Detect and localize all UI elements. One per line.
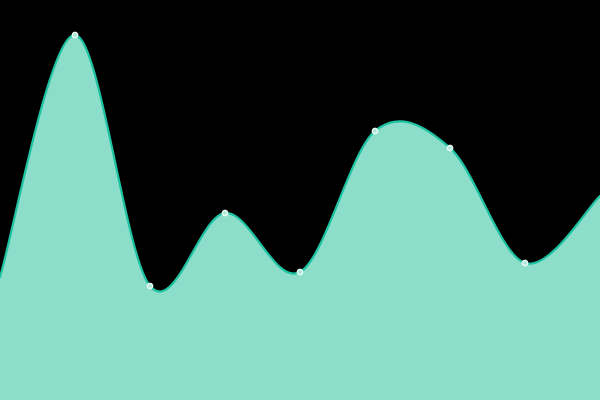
data-point-markers [71, 31, 529, 290]
data-point-marker[interactable] [71, 31, 79, 39]
area-fill-region [0, 34, 600, 400]
data-point-marker[interactable] [146, 282, 154, 290]
data-point-marker[interactable] [521, 259, 529, 267]
data-point-marker[interactable] [296, 268, 304, 276]
data-point-marker[interactable] [221, 209, 229, 217]
data-point-marker[interactable] [371, 127, 379, 135]
data-point-marker[interactable] [446, 144, 454, 152]
